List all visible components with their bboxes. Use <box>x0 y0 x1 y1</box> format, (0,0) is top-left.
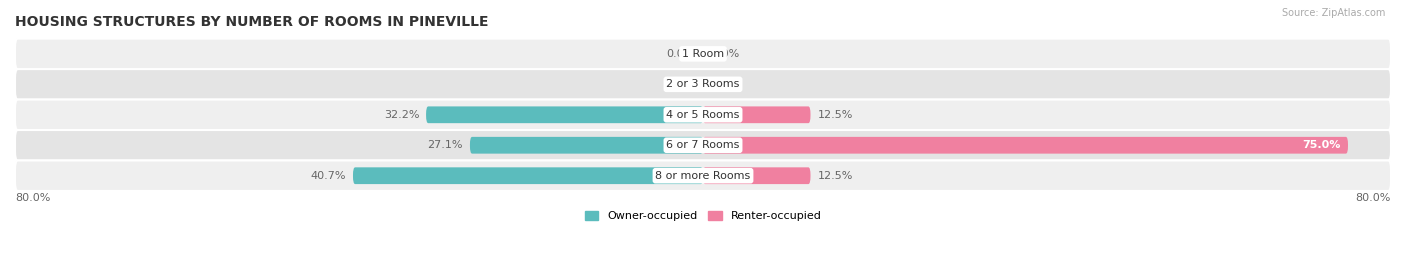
Text: 0.0%: 0.0% <box>711 79 740 89</box>
Text: 0.0%: 0.0% <box>666 49 695 59</box>
Text: 40.7%: 40.7% <box>311 171 346 181</box>
FancyBboxPatch shape <box>15 161 1391 191</box>
Text: 8 or more Rooms: 8 or more Rooms <box>655 171 751 181</box>
FancyBboxPatch shape <box>470 137 703 154</box>
FancyBboxPatch shape <box>15 130 1391 161</box>
Legend: Owner-occupied, Renter-occupied: Owner-occupied, Renter-occupied <box>585 211 821 221</box>
Text: 1 Room: 1 Room <box>682 49 724 59</box>
Text: 32.2%: 32.2% <box>384 110 419 120</box>
Text: 80.0%: 80.0% <box>1355 193 1391 203</box>
FancyBboxPatch shape <box>703 167 810 184</box>
Text: 27.1%: 27.1% <box>427 140 463 150</box>
FancyBboxPatch shape <box>15 100 1391 130</box>
Text: 4 or 5 Rooms: 4 or 5 Rooms <box>666 110 740 120</box>
FancyBboxPatch shape <box>703 137 1348 154</box>
Text: 12.5%: 12.5% <box>817 171 853 181</box>
Text: 2 or 3 Rooms: 2 or 3 Rooms <box>666 79 740 89</box>
FancyBboxPatch shape <box>15 39 1391 69</box>
Text: HOUSING STRUCTURES BY NUMBER OF ROOMS IN PINEVILLE: HOUSING STRUCTURES BY NUMBER OF ROOMS IN… <box>15 15 488 29</box>
Text: 12.5%: 12.5% <box>817 110 853 120</box>
Text: 80.0%: 80.0% <box>15 193 51 203</box>
Text: 75.0%: 75.0% <box>1303 140 1341 150</box>
FancyBboxPatch shape <box>703 107 810 123</box>
Text: 0.0%: 0.0% <box>666 79 695 89</box>
Text: 0.0%: 0.0% <box>711 49 740 59</box>
FancyBboxPatch shape <box>426 107 703 123</box>
FancyBboxPatch shape <box>15 69 1391 100</box>
Text: 6 or 7 Rooms: 6 or 7 Rooms <box>666 140 740 150</box>
Text: Source: ZipAtlas.com: Source: ZipAtlas.com <box>1281 8 1385 18</box>
FancyBboxPatch shape <box>353 167 703 184</box>
